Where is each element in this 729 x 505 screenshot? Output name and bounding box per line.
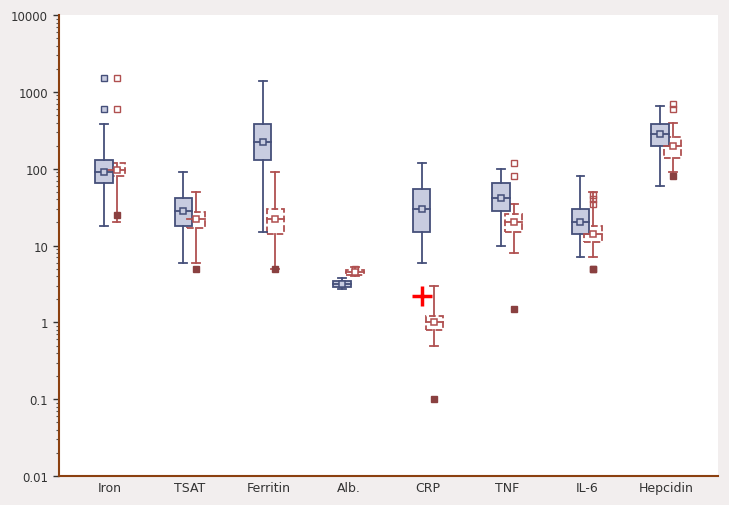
Bar [187, 213, 205, 228]
Bar [346, 271, 364, 275]
Bar [492, 184, 510, 212]
Bar [333, 281, 351, 287]
Bar [267, 210, 284, 235]
Bar [254, 125, 271, 161]
Bar [505, 214, 523, 233]
Bar [95, 161, 112, 184]
Bar [651, 125, 668, 146]
Bar [572, 210, 589, 235]
Bar [426, 317, 443, 330]
Bar [585, 227, 602, 243]
Bar [664, 137, 682, 158]
Bar [174, 198, 192, 227]
Bar [108, 163, 125, 177]
Bar [413, 189, 430, 233]
